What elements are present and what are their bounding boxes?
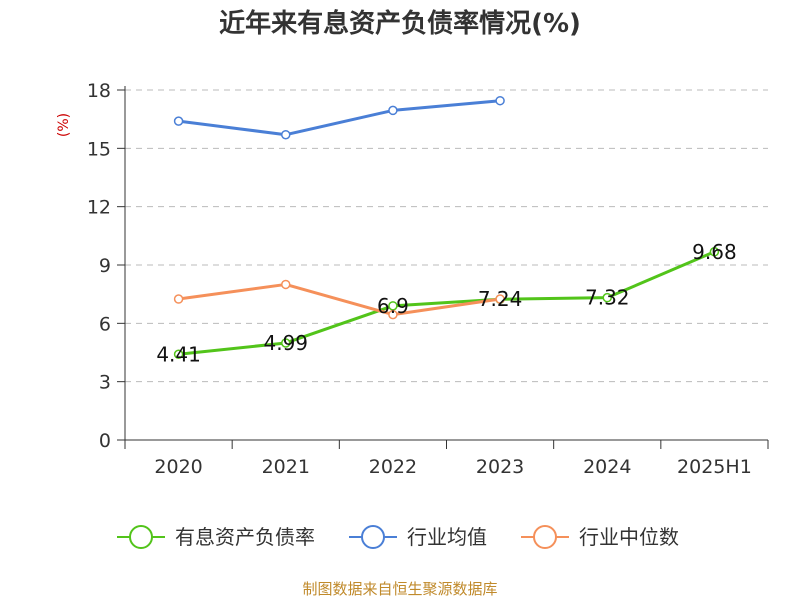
series-line-1 [178, 99, 501, 137]
data-point-marker [173, 116, 184, 126]
data-point-marker [281, 279, 291, 290]
data-point-marker [281, 129, 291, 140]
legend-marker-1 [361, 525, 385, 549]
data-point-marker [709, 247, 720, 257]
legend-label-1: 行业均值 [407, 525, 487, 549]
x-tick-label: 2020 [154, 456, 202, 478]
y-tick-label: 18 [87, 80, 111, 102]
x-tick-label: 2025H1 [677, 456, 752, 478]
axes: 0 3 6 9 12 15 18 2020 2021 2022 2023 2024 2025H1 [87, 80, 769, 478]
y-tick-label: 3 [99, 372, 111, 394]
y-tick-label: 9 [99, 255, 111, 277]
data-label: 9.68 [692, 240, 737, 264]
x-tick-label: 2024 [583, 456, 631, 478]
legend-label-0: 有息资产负债率 [175, 525, 315, 549]
legend-label-2: 行业中位数 [579, 525, 679, 549]
y-tick-label: 12 [87, 197, 111, 219]
data-label: 4.99 [263, 331, 308, 355]
data-point-marker [173, 294, 184, 304]
y-tick-label: 15 [87, 138, 111, 160]
legend: 有息资产负债率 行业均值 行业中位数 [117, 525, 679, 549]
source-note: 制图数据来自恒生聚源数据库 [302, 580, 497, 598]
data-point-marker [495, 294, 505, 304]
data-point-marker [602, 292, 612, 303]
y-axis-unit: (%) [56, 113, 72, 137]
series-line-0 [178, 250, 716, 356]
chart-title: 近年来有息资产负债率情况(%) [219, 8, 581, 39]
grid [125, 89, 768, 383]
x-tick-label: 2021 [262, 456, 310, 478]
series-lines [173, 95, 720, 359]
series-line-2 [178, 282, 501, 317]
data-point-marker [173, 349, 184, 359]
data-labels: 4.41 4.99 6.9 7.24 7.32 9.68 [156, 240, 736, 366]
legend-marker-0 [129, 525, 153, 549]
data-point-marker [281, 338, 291, 348]
y-tick-label: 6 [99, 313, 111, 335]
x-tick-label: 2023 [476, 456, 524, 478]
data-point-marker [495, 95, 505, 106]
data-label: 7.24 [478, 287, 523, 311]
data-label: 7.32 [585, 286, 630, 310]
data-label: 4.41 [156, 342, 201, 366]
data-point-marker [388, 309, 398, 320]
data-point-marker [388, 105, 398, 116]
legend-marker-2 [533, 525, 557, 549]
data-label: 6.9 [377, 294, 409, 318]
y-tick-label: 0 [99, 430, 111, 452]
x-tick-label: 2022 [369, 456, 417, 478]
